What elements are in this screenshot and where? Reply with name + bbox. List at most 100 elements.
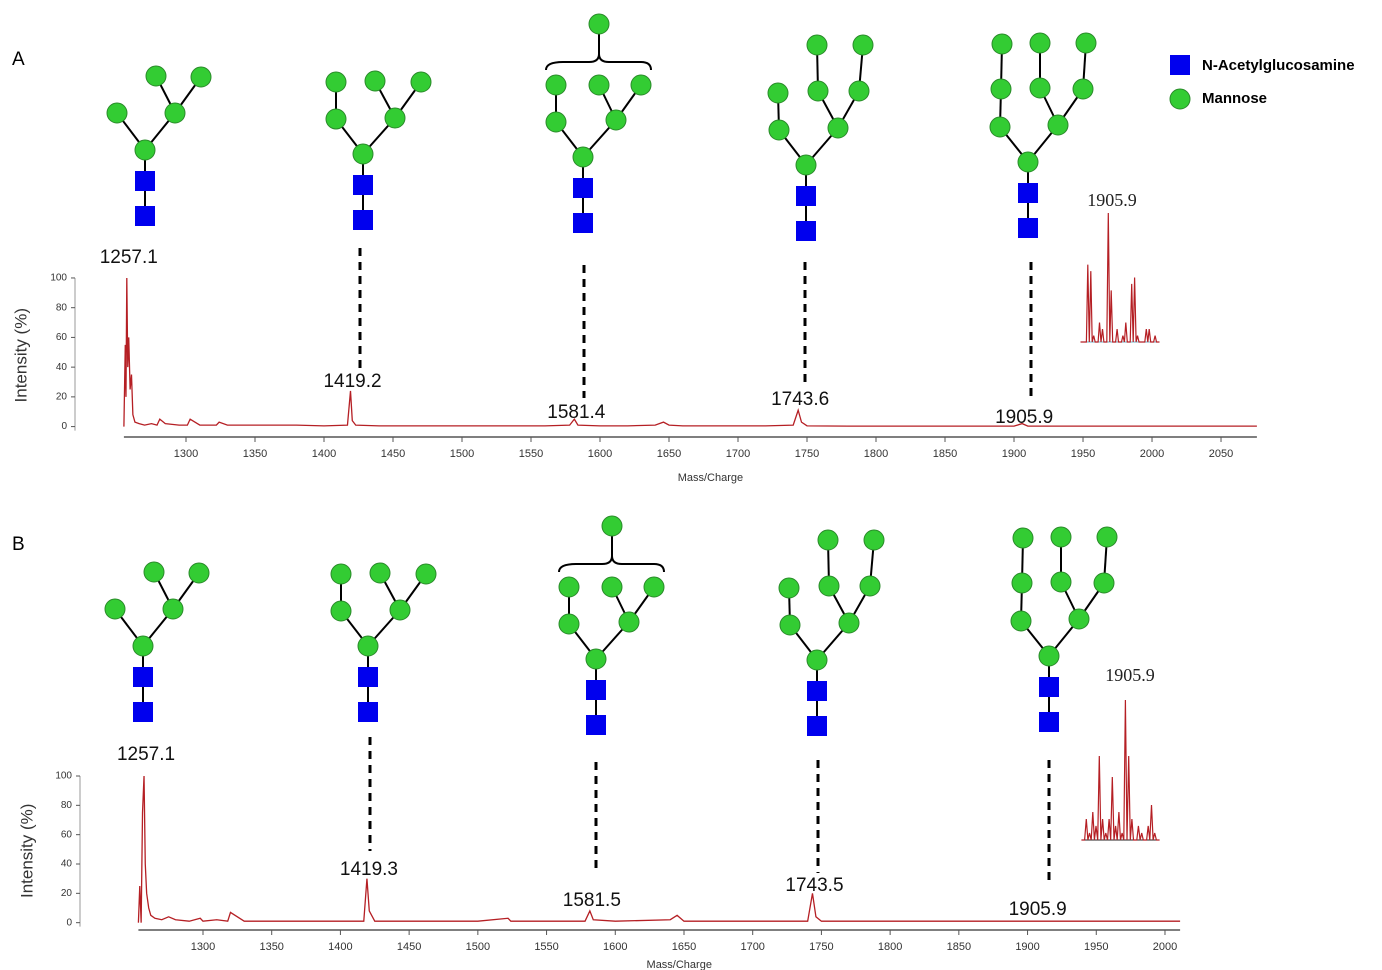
- y-tick-label: 60: [61, 829, 73, 840]
- mannose: [859, 575, 881, 597]
- x-tick-label: 1900: [1002, 448, 1026, 460]
- n-acetylglucosamine: [133, 702, 153, 722]
- x-tick-label: 1600: [588, 448, 612, 460]
- n-acetylglucosamine: [1018, 218, 1038, 238]
- x-tick-label: 1300: [191, 941, 215, 953]
- mannose: [806, 649, 828, 671]
- spectrum-line: [137, 775, 1181, 923]
- x-tick-label: 1450: [381, 448, 405, 460]
- n-acetylglucosamine: [807, 716, 827, 736]
- glycan-brace: [545, 53, 652, 71]
- n-acetylglucosamine: [135, 171, 155, 191]
- mannose: [330, 600, 352, 622]
- panel-label: B: [12, 534, 25, 555]
- y-tick-label: 80: [61, 800, 73, 811]
- peak-label: 1581.5: [563, 890, 621, 911]
- x-tick-label: 1850: [947, 941, 971, 953]
- n-acetylglucosamine: [133, 667, 153, 687]
- x-tick-label: 1650: [672, 941, 696, 953]
- mannose: [1093, 572, 1115, 594]
- inset-spectrum: [1081, 699, 1160, 841]
- mannose: [1017, 151, 1039, 173]
- mannose: [989, 116, 1011, 138]
- inset-spectrum: [1080, 212, 1160, 343]
- n-acetylglucosamine: [573, 213, 593, 233]
- mannose: [767, 82, 789, 104]
- y-tick-label: 40: [56, 362, 68, 373]
- y-axis-label: Intensity (%): [17, 804, 36, 898]
- mannose: [1029, 77, 1051, 99]
- mannose: [410, 71, 432, 93]
- x-tick-label: 1850: [933, 448, 957, 460]
- mannose: [779, 614, 801, 636]
- mannose: [827, 117, 849, 139]
- mannose: [1068, 608, 1090, 630]
- mannose: [188, 562, 210, 584]
- mannose: [325, 108, 347, 130]
- x-tick-label: 1700: [740, 941, 764, 953]
- x-tick-label: 1700: [726, 448, 750, 460]
- y-tick-label: 0: [61, 421, 67, 432]
- mannose: [778, 577, 800, 599]
- peak-label: 1419.3: [340, 859, 398, 880]
- mannose: [1047, 114, 1069, 136]
- mannose: [325, 71, 347, 93]
- n-acetylglucosamine: [358, 667, 378, 687]
- mannose: [863, 529, 885, 551]
- mannose: [848, 80, 870, 102]
- peak-label: 1581.4: [547, 402, 606, 423]
- x-tick-label: 2000: [1153, 941, 1177, 953]
- x-tick-label: 1500: [466, 941, 490, 953]
- mannose: [1011, 572, 1033, 594]
- x-tick-label: 1300: [174, 448, 198, 460]
- mannose: [1012, 527, 1034, 549]
- n-acetylglucosamine: [1039, 712, 1059, 732]
- n-acetylglucosamine: [358, 702, 378, 722]
- x-axis-label: Mass/Charge: [647, 959, 712, 970]
- mannose: [618, 611, 640, 633]
- y-axis-label: Intensity (%): [11, 308, 30, 402]
- n-acetylglucosamine: [573, 178, 593, 198]
- mannose: [807, 80, 829, 102]
- n-acetylglucosamine: [353, 175, 373, 195]
- mannose: [1096, 526, 1118, 548]
- mannose: [605, 109, 627, 131]
- peak-label: 1419.2: [323, 371, 381, 392]
- x-tick-label: 1350: [259, 941, 283, 953]
- spectrum-line: [123, 277, 1257, 427]
- mannose: [768, 119, 790, 141]
- x-tick-label: 2050: [1209, 448, 1233, 460]
- n-acetylglucosamine: [586, 715, 606, 735]
- mannose: [1050, 571, 1072, 593]
- mannose: [838, 612, 860, 634]
- mannose: [1010, 610, 1032, 632]
- mannose: [572, 146, 594, 168]
- n-acetylglucosamine: [796, 221, 816, 241]
- legend-label: N-Acetylglucosamine: [1202, 57, 1355, 74]
- n-acetylglucosamine: [1018, 183, 1038, 203]
- mannose: [1075, 32, 1097, 54]
- mannose: [818, 575, 840, 597]
- n-acetylglucosamine: [135, 206, 155, 226]
- peak-label: 1743.6: [771, 389, 829, 410]
- x-axis-label: Mass/Charge: [678, 472, 743, 484]
- mannose: [990, 78, 1012, 100]
- x-tick-label: 1550: [534, 941, 558, 953]
- mannose: [164, 102, 186, 124]
- mannose: [588, 74, 610, 96]
- inset-label: 1905.9: [1087, 190, 1137, 210]
- y-tick-label: 100: [50, 273, 67, 284]
- mannose: [1038, 645, 1060, 667]
- y-tick-label: 20: [56, 392, 68, 403]
- x-tick-label: 1750: [795, 448, 819, 460]
- x-tick-label: 1500: [450, 448, 474, 460]
- mannose: [104, 598, 126, 620]
- x-tick-label: 1400: [312, 448, 336, 460]
- mannose: [558, 576, 580, 598]
- mannose: [795, 154, 817, 176]
- mannose: [352, 143, 374, 165]
- glycan-brace: [558, 555, 665, 573]
- x-tick-label: 1400: [328, 941, 352, 953]
